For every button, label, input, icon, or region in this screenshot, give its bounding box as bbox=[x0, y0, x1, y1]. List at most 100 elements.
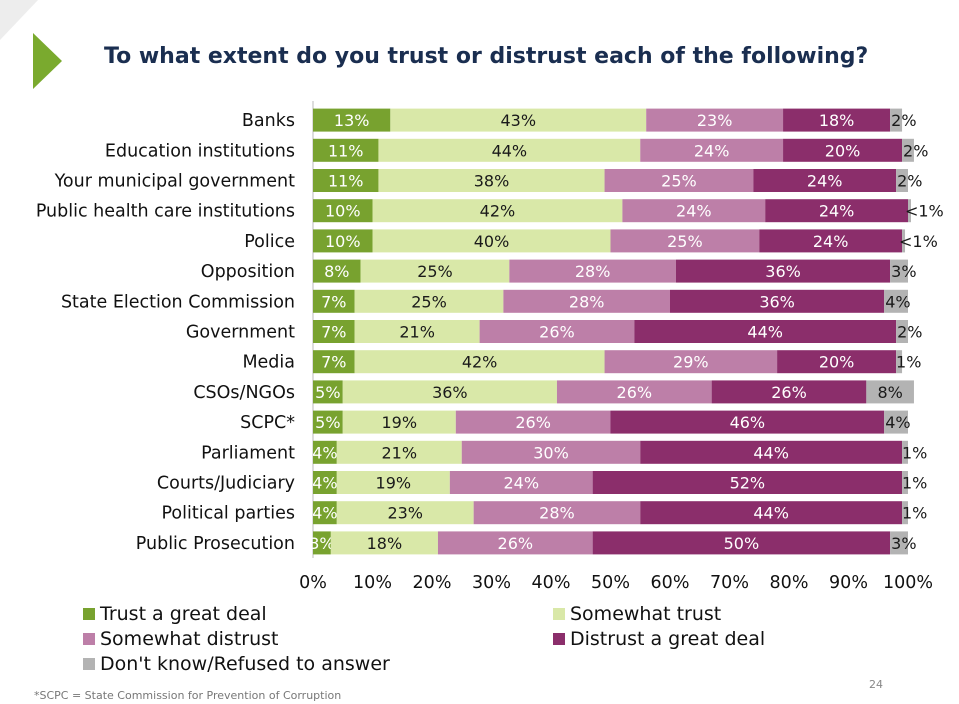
bar-segment bbox=[313, 138, 379, 162]
data-label: 20% bbox=[825, 141, 861, 160]
legend-item: Somewhat trust bbox=[553, 603, 721, 625]
bar-segment bbox=[604, 350, 778, 374]
data-label: 1% bbox=[896, 353, 921, 372]
bar-segment bbox=[509, 259, 676, 283]
data-label: 7% bbox=[321, 353, 346, 372]
data-label: 26% bbox=[771, 383, 807, 402]
bar-segment bbox=[646, 108, 784, 132]
data-label: 25% bbox=[661, 172, 697, 191]
data-label: 24% bbox=[819, 202, 855, 221]
data-label: 4% bbox=[312, 443, 337, 462]
data-label: 10% bbox=[325, 232, 361, 251]
data-label: 25% bbox=[411, 292, 447, 311]
bar-segment bbox=[908, 199, 911, 223]
data-label: 2% bbox=[897, 172, 922, 191]
bar-segment bbox=[783, 108, 891, 132]
category-label: Parliament bbox=[201, 443, 295, 463]
data-label: 26% bbox=[515, 413, 551, 432]
bar-segment bbox=[902, 471, 908, 494]
category-label: Public Prosecution bbox=[136, 534, 295, 554]
legend-item: Trust a great deal bbox=[83, 603, 267, 625]
data-label: <1% bbox=[905, 202, 944, 221]
data-label: 21% bbox=[381, 443, 417, 462]
data-label: 42% bbox=[480, 202, 516, 221]
data-label: 28% bbox=[569, 292, 605, 311]
bar-segment bbox=[354, 320, 480, 343]
bar-segment bbox=[313, 259, 361, 283]
category-label: Government bbox=[186, 323, 295, 343]
bar-segment bbox=[354, 289, 504, 313]
data-label: 38% bbox=[474, 172, 510, 191]
legend-swatch bbox=[83, 608, 95, 620]
data-label: 10% bbox=[325, 202, 361, 221]
bar-segment bbox=[759, 229, 903, 253]
bar-segment bbox=[640, 138, 784, 162]
data-label: 40% bbox=[474, 232, 510, 251]
x-tick-label: 100% bbox=[883, 573, 933, 593]
data-label: 44% bbox=[753, 504, 789, 523]
page-number: 24 bbox=[869, 678, 883, 691]
bar-segment bbox=[592, 471, 903, 494]
bar-segment bbox=[313, 380, 343, 404]
bar-segment bbox=[902, 501, 908, 525]
legend-label: Distrust a great deal bbox=[570, 628, 766, 650]
bar-segment bbox=[390, 108, 647, 132]
data-label: 44% bbox=[753, 443, 789, 462]
x-tick-label: 90% bbox=[829, 573, 868, 593]
data-label: 25% bbox=[667, 232, 703, 251]
x-tick-label: 60% bbox=[651, 573, 690, 593]
data-label: 24% bbox=[503, 474, 539, 493]
bar-segment bbox=[336, 471, 450, 494]
category-label: Police bbox=[244, 232, 295, 252]
data-label: 26% bbox=[539, 323, 575, 342]
bar-segment bbox=[473, 501, 641, 525]
data-label: 36% bbox=[759, 292, 795, 311]
bar-segment bbox=[455, 410, 611, 434]
legend-label: Trust a great deal bbox=[100, 603, 267, 625]
x-tick-label: 70% bbox=[710, 573, 749, 593]
data-label: 18% bbox=[819, 111, 855, 130]
bar-segment bbox=[640, 501, 903, 525]
bar-segment bbox=[503, 289, 670, 313]
data-label: 23% bbox=[697, 111, 733, 130]
data-label: 4% bbox=[885, 292, 910, 311]
legend-swatch bbox=[553, 608, 565, 620]
data-label: 3% bbox=[309, 534, 334, 553]
bar-segment bbox=[592, 531, 891, 555]
x-tick-label: 40% bbox=[532, 573, 571, 593]
bar-segment bbox=[711, 380, 867, 404]
bar-segment bbox=[890, 259, 908, 283]
data-label: 19% bbox=[376, 474, 412, 493]
data-label: 7% bbox=[321, 292, 346, 311]
legend-item: Don't know/Refused to answer bbox=[83, 653, 390, 675]
data-label: 28% bbox=[539, 504, 575, 523]
data-label: 11% bbox=[328, 141, 364, 160]
category-label: Education institutions bbox=[105, 141, 295, 161]
x-tick-label: 30% bbox=[472, 573, 511, 593]
data-label: 8% bbox=[324, 262, 349, 281]
accent-triangle bbox=[0, 0, 62, 89]
data-label: 5% bbox=[315, 413, 340, 432]
data-label: 26% bbox=[498, 534, 534, 553]
legend-swatch bbox=[83, 658, 95, 670]
data-label: 30% bbox=[533, 443, 569, 462]
data-label: 24% bbox=[807, 172, 843, 191]
data-label: 24% bbox=[676, 202, 712, 221]
category-label: Media bbox=[242, 353, 295, 373]
category-label: Your municipal government bbox=[54, 172, 296, 192]
bar-segment bbox=[884, 410, 908, 434]
data-label: 18% bbox=[367, 534, 403, 553]
data-label: 24% bbox=[813, 232, 849, 251]
data-label: 52% bbox=[730, 474, 766, 493]
bar-segment bbox=[896, 169, 908, 192]
data-label: <1% bbox=[899, 232, 938, 251]
chart-title: To what extent do you trust or distrust … bbox=[104, 44, 869, 69]
footnote: *SCPC = State Commission for Prevention … bbox=[34, 689, 342, 702]
bar-segment bbox=[783, 138, 903, 162]
data-label: 36% bbox=[765, 262, 801, 281]
bar-segment bbox=[336, 440, 462, 464]
data-label: 1% bbox=[902, 443, 927, 462]
data-label: 3% bbox=[891, 534, 916, 553]
bar-segment bbox=[449, 471, 593, 494]
stacked-bar-chart: Banks 13% 43% 23% 18% 2% Education institution… bbox=[36, 101, 944, 593]
